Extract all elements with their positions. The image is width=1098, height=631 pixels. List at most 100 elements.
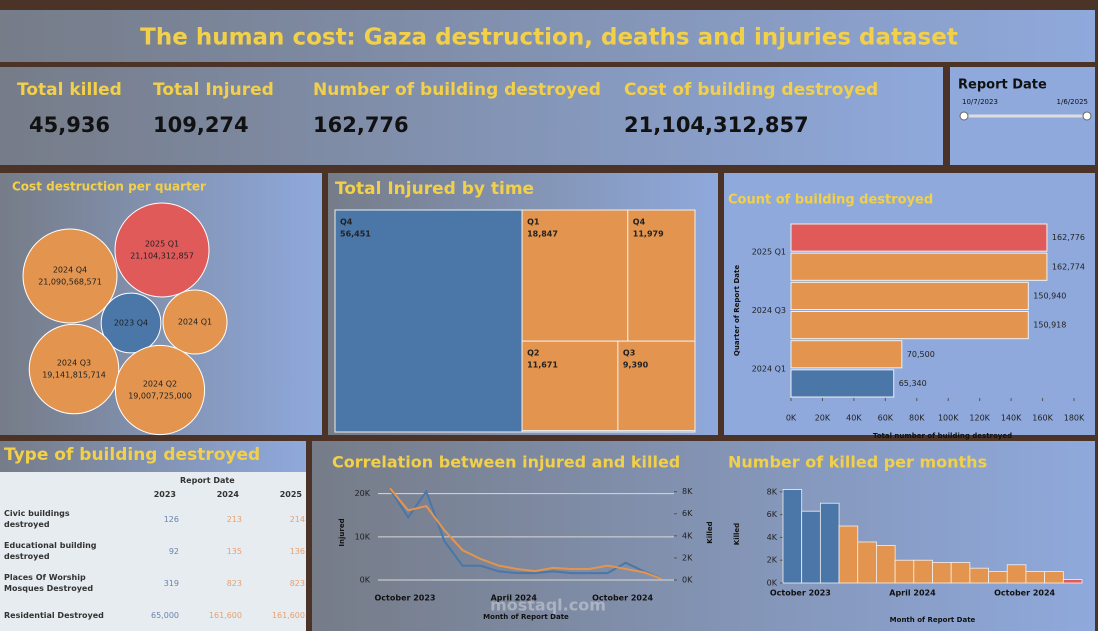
bubble [22,228,118,324]
bar [913,559,933,584]
x-axis-title: Month of Report Date [483,613,569,621]
bubble-label: 2025 Q1 [145,240,179,249]
kpi-value: 21,104,312,857 [624,113,809,137]
y-tick-label: 2025 Q1 [752,248,786,257]
cell-label: Q3 [623,349,635,358]
value-label: 18,847 [527,230,558,239]
bar [782,489,803,584]
kpi-value: 45,936 [29,113,110,137]
x-axis-title: Month of Report Date [890,616,976,624]
y-tick-label: 2024 Q1 [752,364,786,373]
x-tick-label: October 2024 [592,594,653,603]
treemap-cell [521,340,619,432]
chart-title: Correlation between injured and killed [332,453,680,472]
bar [932,562,952,584]
chart-title: Total Injured by time [335,179,534,199]
y2-tick-label: 6K [682,509,693,518]
value-label: 19,141,815,714 [42,371,106,380]
cell-label: Q1 [527,218,540,227]
bubble [114,202,210,298]
table-cell: 65,000 [151,610,179,620]
treemap-cell [334,209,523,433]
table-row: Civic buildings destroyed 126 213 214 [0,504,306,534]
bar [790,340,903,369]
y-tick-label: 2024 Q3 [752,306,786,315]
bubble [28,323,120,415]
table-cell: 214 [289,514,305,524]
bar [790,369,895,398]
value-label: 70,500 [907,350,935,359]
y2-tick-label: 0K [682,576,693,585]
bubble-label: 2023 Q4 [114,319,148,328]
y-axis-title: Injured [338,518,346,546]
bubble-label: 2024 Q3 [57,359,91,368]
y-tick-label: 20K [355,489,371,498]
column-header: 2025 [279,490,302,499]
slider-handle[interactable] [959,111,969,121]
value-label: 11,979 [633,230,664,239]
table-cell: 126 [163,514,179,524]
y-axis-title: Killed [733,523,741,545]
bar [857,541,877,584]
table-title: Type of building destroyed [4,445,260,465]
slider-handle[interactable] [1082,111,1092,121]
column-group-header: Report Date [180,476,235,485]
bar [950,562,971,584]
bubble-label: 2024 Q4 [53,266,87,275]
x-tick-label: 60K [878,414,894,423]
x-tick-label: 40K [846,414,862,423]
bar [1025,571,1046,584]
chart-title: Number of killed per months [728,453,987,472]
kpi-label: Number of building destroyed [313,80,601,100]
x-tick-label: October 2024 [994,589,1055,598]
x-tick-label: 160K [1032,414,1053,423]
table-cell: 161,600 [208,610,242,620]
value-label: 11,671 [527,361,558,370]
bar [1006,564,1027,584]
y-tick-label: 4K [767,533,778,542]
y-axis-title: Quarter of Report Date [733,265,741,356]
y-tick-label: 6K [767,510,778,519]
bar [1062,579,1083,584]
table-cell: 161,600 [271,610,305,620]
value-label: 162,774 [1052,262,1085,271]
table-row: Educational building destroyed 92 135 136 [0,536,306,566]
row-label: Residential Destroyed [4,610,104,620]
treemap-cell [521,430,696,433]
x-tick-label: 80K [909,414,925,423]
y2-tick-label: 8K [682,487,693,496]
x-axis-title: Total number of building destroyed [873,432,1012,440]
y2-tick-label: 4K [682,531,693,540]
table-row: Places Of Worship Mosques Destroyed 319 82… [0,568,306,598]
value-label: 21,090,568,571 [38,278,102,287]
filter-start: 10/7/2023 [962,98,998,106]
bar [969,567,989,584]
bar [838,525,859,584]
row-label: Educational building destroyed [4,541,97,561]
line-series [389,487,663,580]
bar [790,311,1029,340]
bar [790,252,1048,281]
table-cell: 136 [289,546,305,556]
kpi-panel [0,67,943,165]
value-label: 21,104,312,857 [130,252,194,261]
kpi-value: 162,776 [313,113,409,137]
table-cell: 823 [226,578,242,588]
table-cell: 213 [226,514,242,524]
watermark: mostaql.com [490,596,606,615]
kpi-label: Total killed [17,80,122,100]
x-tick-label: 140K [1001,414,1022,423]
x-tick-label: April 2024 [889,589,936,598]
kpi-value: 109,274 [153,113,249,137]
bubble-label: 2024 Q1 [178,318,212,327]
table-cell: 319 [163,578,179,588]
y-tick-label: 0K [767,579,778,588]
bubble-label: 2024 Q2 [143,380,177,389]
value-label: 19,007,725,000 [128,392,192,401]
bar [894,559,915,584]
bar [876,544,896,584]
title-panel [0,10,1095,62]
bubble [100,292,162,354]
cell-label: Q2 [527,349,539,358]
x-tick-label: 0K [786,414,797,423]
